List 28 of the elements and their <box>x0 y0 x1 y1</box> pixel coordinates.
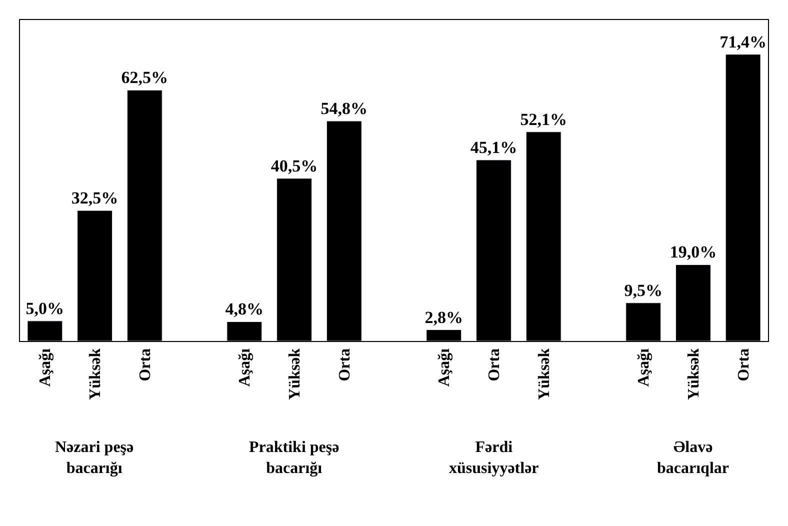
data-label: 2,8% <box>424 308 463 327</box>
data-label: 4,8% <box>225 300 264 319</box>
data-label: 5,0% <box>26 298 64 318</box>
data-label: 40,5% <box>270 156 318 176</box>
data-label: 32,5% <box>71 188 118 208</box>
data-label: 9,5% <box>624 280 662 300</box>
x-tick-label: Aşağı <box>37 348 54 387</box>
text: Əlavə bacarıqlar <box>657 439 729 477</box>
data-label: 19,0% <box>670 242 717 262</box>
x-tick-label: Yüksək <box>87 348 104 400</box>
data-label: 52,1% <box>520 110 567 129</box>
data-label: 54,8% <box>320 99 368 118</box>
x-tick-label: Yüksək <box>286 348 304 400</box>
x-tick-label: Orta <box>486 348 503 382</box>
x-tick-label: Orta <box>136 348 154 382</box>
data-label: 62,5% <box>121 68 168 88</box>
x-tick-label: Yüksək <box>536 348 553 400</box>
text: Praktiki peşə bacarığı <box>249 439 340 477</box>
text: Fərdi xüsusiyyətlər <box>449 439 539 477</box>
x-tick-label: Orta <box>735 348 752 382</box>
x-tick-label: Yüksək <box>685 348 702 400</box>
data-label: 71,4% <box>720 32 766 52</box>
data-label: 45,1% <box>470 138 518 157</box>
x-tick-label: Orta <box>336 348 354 382</box>
x-tick-label: Aşağı <box>636 348 653 387</box>
text: Nəzari peşə bacarığı <box>55 439 134 477</box>
x-tick-label: Aşağı <box>436 348 454 387</box>
x-tick-label: Aşağı <box>236 348 254 387</box>
